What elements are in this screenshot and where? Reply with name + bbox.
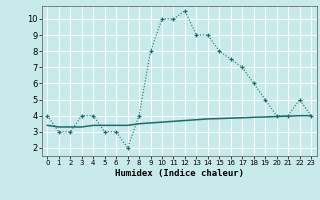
X-axis label: Humidex (Indice chaleur): Humidex (Indice chaleur) — [115, 169, 244, 178]
